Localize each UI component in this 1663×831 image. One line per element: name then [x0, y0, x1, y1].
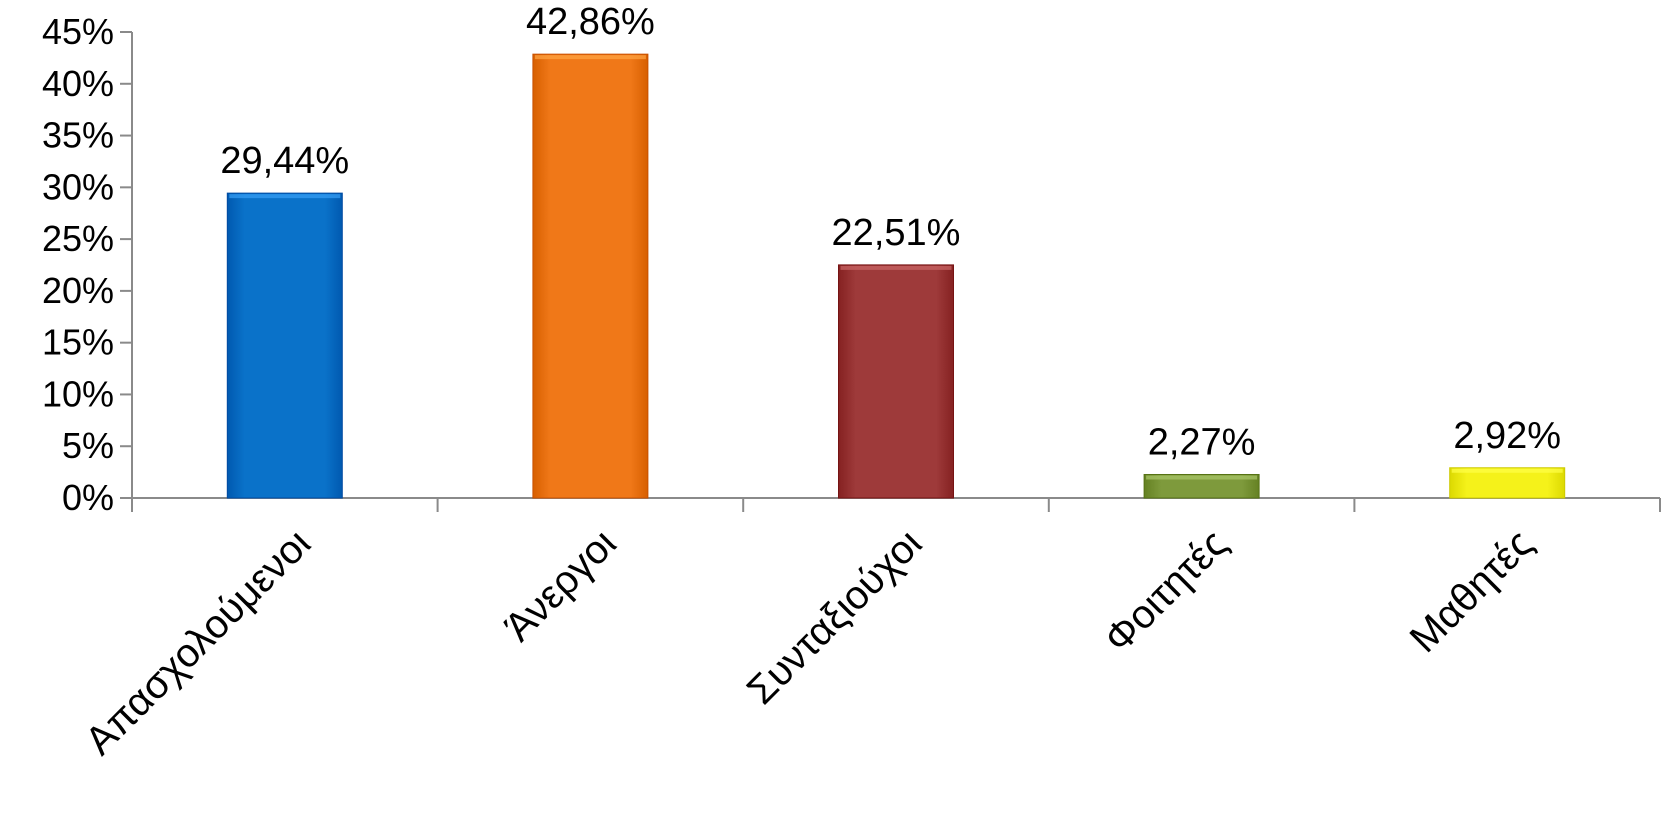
y-tick-label: 35% [42, 115, 114, 156]
bar [1449, 467, 1566, 499]
category-label: Φοιτητές [1096, 521, 1236, 661]
y-tick-label: 30% [42, 166, 114, 207]
data-label: 29,44% [220, 140, 349, 182]
bar [838, 264, 954, 499]
axes: 0% 5% 10% 15% 20% 25% 30% 35% 40% 45% [42, 11, 1661, 518]
data-label: 2,27% [1148, 421, 1256, 463]
y-tick-label: 5% [62, 425, 114, 466]
bar-highlight [229, 194, 341, 199]
y-tick-label: 45% [42, 11, 114, 52]
y-tick-label: 10% [42, 373, 114, 414]
data-label: 2,92% [1453, 415, 1561, 457]
data-labels: 29,44% 42,86% 22,51% 2,27% 2,92% [220, 1, 1561, 463]
y-tick-label: 20% [42, 270, 114, 311]
bar-highlight [1146, 475, 1258, 480]
y-tick-label: 15% [42, 322, 114, 363]
bar [226, 192, 343, 499]
category-label: Μαθητές [1402, 521, 1542, 661]
bar [1143, 473, 1260, 499]
y-tick-label: 40% [42, 63, 114, 104]
data-label: 22,51% [832, 212, 961, 254]
data-label: 42,86% [526, 1, 655, 43]
y-tick-label: 25% [42, 218, 114, 259]
bar-highlight [840, 265, 952, 270]
category-label: Συνταξιούχοι [739, 521, 931, 713]
y-tick-label: 0% [62, 477, 114, 518]
category-label: Άνεργοι [496, 521, 624, 649]
bar [532, 53, 649, 499]
category-labels: Απασχολούμενοι Άνεργοι Συνταξιούχοι Φοιτητέ… [77, 521, 1542, 763]
bars [226, 53, 1566, 499]
category-label: Απασχολούμενοι [77, 521, 319, 763]
bar-highlight [534, 55, 646, 60]
bar-highlight [1451, 468, 1563, 473]
